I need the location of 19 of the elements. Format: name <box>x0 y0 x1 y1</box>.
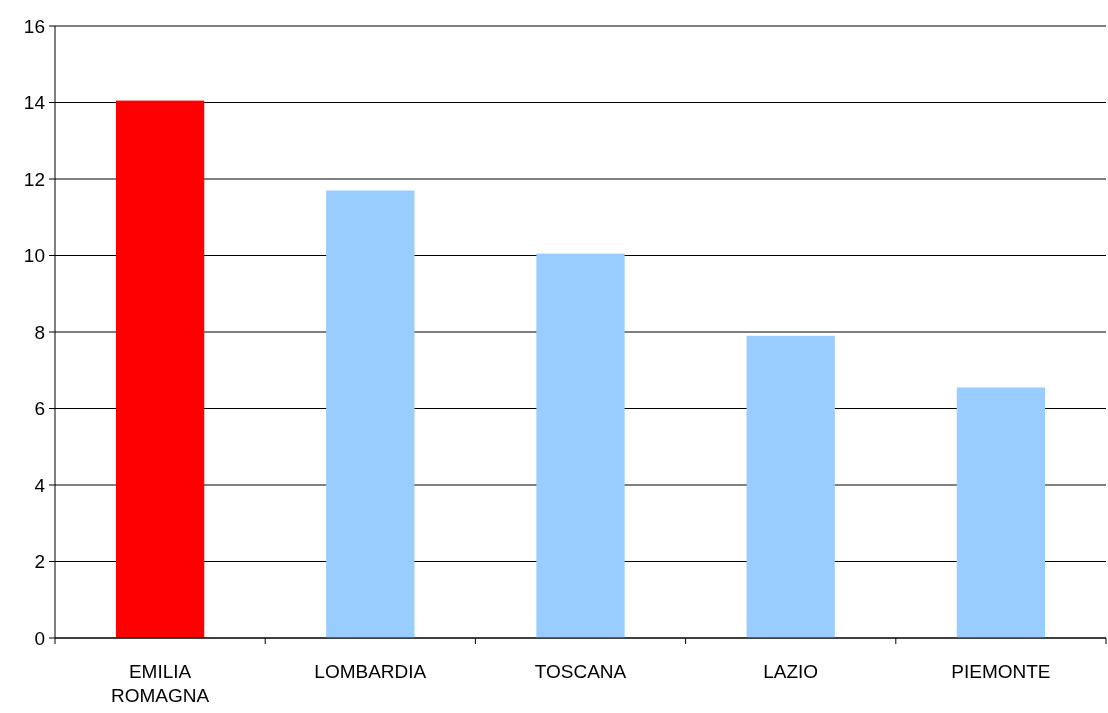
y-tick-label: 12 <box>23 168 45 190</box>
bar <box>326 190 415 638</box>
bar <box>115 100 205 638</box>
bar <box>746 335 835 638</box>
bar <box>956 387 1046 638</box>
y-tick-label: 2 <box>34 551 45 573</box>
y-tick-label: 0 <box>34 627 45 649</box>
x-tick-label: TOSCANA <box>534 661 627 682</box>
y-tick-label: 14 <box>23 92 46 114</box>
y-tick-label: 4 <box>34 474 46 496</box>
y-tick-label: 6 <box>34 398 45 420</box>
x-tick-label: EMILIA ROMAGNA <box>111 661 210 706</box>
y-tick-label: 8 <box>34 321 45 343</box>
y-tick-label: 16 <box>23 15 45 37</box>
y-tick-label: 10 <box>23 245 45 267</box>
x-tick-label: PIEMONTE <box>951 661 1051 682</box>
x-tick-label: LOMBARDIA <box>314 661 427 682</box>
bar <box>536 253 625 638</box>
x-tick-label: LAZIO <box>763 661 819 682</box>
